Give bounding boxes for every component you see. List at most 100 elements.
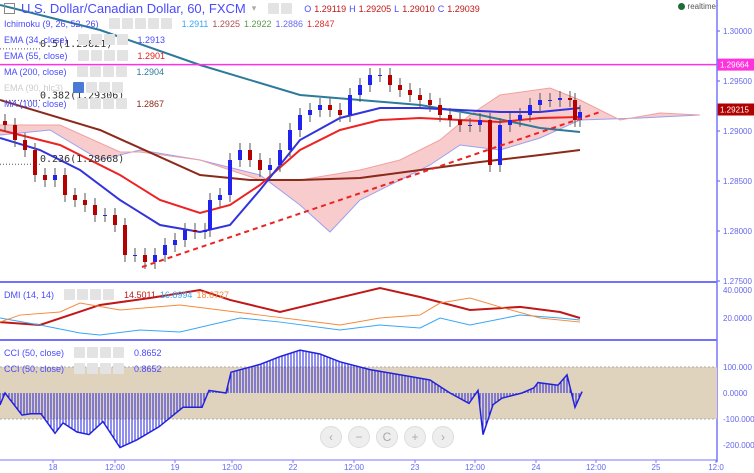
candle <box>378 75 382 76</box>
plus-icon[interactable] <box>103 50 115 61</box>
candle <box>458 120 462 125</box>
dmi-line-adx <box>0 287 581 327</box>
ema55-line <box>0 116 581 215</box>
candle <box>208 200 212 230</box>
candle <box>468 125 472 126</box>
last-price-label: 1.29215 <box>720 106 749 115</box>
cci-tick-label: 0.0000 <box>723 389 748 398</box>
plus-icon[interactable] <box>90 289 102 300</box>
gear-icon[interactable] <box>90 34 102 45</box>
close-icon[interactable] <box>115 66 127 77</box>
legend-ma100[interactable]: MA (100, close) 1.2867 <box>4 98 164 109</box>
plus-icon[interactable] <box>147 18 159 29</box>
dmi-line-di <box>0 297 581 326</box>
plus-icon[interactable] <box>100 347 112 358</box>
price-tick-label: 1.30000 <box>723 27 752 36</box>
candle <box>93 205 97 215</box>
scroll-left-button[interactable]: ‹ <box>320 426 342 448</box>
candle <box>508 120 512 125</box>
candle <box>558 98 562 100</box>
gear-icon[interactable] <box>89 98 101 109</box>
legend-label: MA (200, close) <box>4 66 67 77</box>
gear-icon[interactable] <box>121 18 133 29</box>
close-icon[interactable] <box>160 18 172 29</box>
low-value: 1.29010 <box>402 3 435 14</box>
gear-icon[interactable] <box>86 82 98 93</box>
symbol-title[interactable]: U.S. Dollar/Canadian Dollar, 60, FXCM <box>21 1 246 16</box>
eye-icon[interactable] <box>73 82 85 93</box>
candle <box>398 85 402 90</box>
gear-icon[interactable] <box>77 289 89 300</box>
chart-header: U.S. Dollar/Canadian Dollar, 60, FXCM ▾ … <box>4 1 480 16</box>
eye-icon[interactable] <box>64 289 76 300</box>
legend-ichimoku[interactable]: Ichimoku (9, 26, 52, 26) 1.2911 1.2925 1.29… <box>4 18 335 29</box>
zoom-in-button[interactable]: + <box>404 426 426 448</box>
gear-icon[interactable] <box>281 3 293 14</box>
close-icon[interactable] <box>116 34 128 45</box>
candle <box>448 115 452 120</box>
candle <box>418 95 422 100</box>
plus-icon[interactable] <box>102 66 114 77</box>
candle <box>103 215 107 216</box>
eye-icon[interactable] <box>74 347 86 358</box>
candle <box>248 150 252 160</box>
price-tick-label: 1.27500 <box>723 277 752 286</box>
candle <box>538 100 542 105</box>
legend-dmi[interactable]: DMI (14, 14) 14.5011 16.8994 18.6727 <box>4 289 229 300</box>
gear-icon[interactable] <box>87 347 99 358</box>
candle <box>43 175 47 180</box>
candle <box>228 160 232 195</box>
chevron-down-icon[interactable]: ▾ <box>251 3 257 13</box>
close-icon[interactable] <box>103 289 115 300</box>
eye-icon[interactable] <box>76 66 88 77</box>
candle <box>83 200 87 205</box>
candle <box>578 112 582 120</box>
plus-icon[interactable] <box>100 363 112 374</box>
legend-ma200[interactable]: MA (200, close) 1.2904 <box>4 66 164 77</box>
candle <box>113 215 117 225</box>
low-label: L <box>394 3 400 14</box>
scroll-right-button[interactable]: › <box>432 426 454 448</box>
close-icon[interactable] <box>112 82 124 93</box>
plus-icon[interactable] <box>99 82 111 93</box>
close-icon[interactable] <box>113 347 125 358</box>
close-icon[interactable] <box>115 98 127 109</box>
legend-cci-1[interactable]: CCI (50, close) 0.8652 <box>4 347 162 358</box>
gear-icon[interactable] <box>87 363 99 374</box>
eye-icon[interactable] <box>268 3 280 14</box>
candle <box>358 85 362 95</box>
candle <box>438 105 442 115</box>
eye-icon[interactable] <box>108 18 120 29</box>
plus-icon[interactable] <box>102 98 114 109</box>
gear-icon[interactable] <box>89 66 101 77</box>
legend-value: 1.2922 <box>243 18 272 29</box>
source-icon[interactable] <box>134 18 146 29</box>
eye-icon[interactable] <box>74 363 86 374</box>
candle <box>368 75 372 85</box>
legend-ema90-hidden[interactable]: EMA (90, hlc3) <box>4 82 129 93</box>
eye-icon[interactable] <box>76 98 88 109</box>
candle <box>63 175 67 195</box>
reset-button[interactable]: C <box>376 426 398 448</box>
gear-icon[interactable] <box>90 50 102 61</box>
legend-cci-2[interactable]: CCI (50, close) 0.8652 <box>4 363 162 374</box>
candle <box>13 125 17 140</box>
eye-icon[interactable] <box>77 50 89 61</box>
close-icon[interactable] <box>113 363 125 374</box>
hline-price-label: 1.29664 <box>720 61 749 70</box>
time-tick-label: 25 <box>652 463 661 472</box>
close-icon[interactable] <box>116 50 128 61</box>
legend-ema55[interactable]: EMA (55, close) 1.2901 <box>4 50 165 61</box>
legend-value: 1.2901 <box>137 50 166 61</box>
cci-tick-label: 100.000 <box>723 363 752 372</box>
collapse-icon[interactable] <box>4 3 15 14</box>
zoom-out-button[interactable]: − <box>348 426 370 448</box>
plus-icon[interactable] <box>103 34 115 45</box>
ichimoku-span-b <box>0 87 701 181</box>
eye-icon[interactable] <box>77 34 89 45</box>
candle <box>428 100 432 105</box>
candle <box>348 95 352 115</box>
candle <box>573 100 577 120</box>
legend-ema34[interactable]: EMA (34, close) 1.2913 <box>4 34 165 45</box>
